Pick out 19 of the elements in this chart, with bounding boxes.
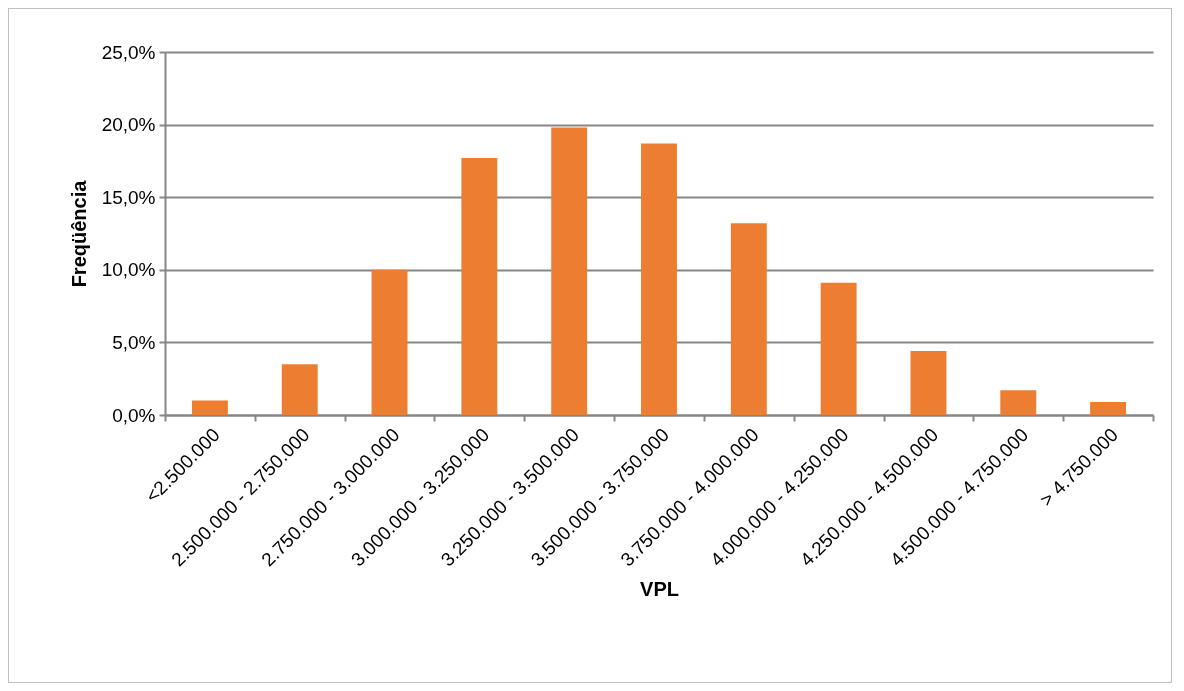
x-axis-title: VPL <box>640 578 679 601</box>
bar <box>730 223 767 415</box>
y-tick-label: 5,0% <box>112 331 156 353</box>
y-tick-label: 25,0% <box>101 41 156 63</box>
bar <box>281 364 318 415</box>
y-axis-title: Freqüência <box>67 179 90 288</box>
bar <box>641 143 677 415</box>
y-tick-label: 15,0% <box>101 186 156 208</box>
bar <box>820 282 857 415</box>
y-tick-label: 20,0% <box>101 114 156 136</box>
bar <box>910 351 947 415</box>
y-tick-label: 0,0% <box>112 404 156 426</box>
bar <box>1090 401 1127 415</box>
bar <box>371 269 408 415</box>
bar <box>191 400 228 415</box>
bar <box>1000 390 1037 415</box>
bar <box>461 158 498 415</box>
y-tick-label: 10,0% <box>101 259 156 281</box>
bar <box>551 127 588 415</box>
